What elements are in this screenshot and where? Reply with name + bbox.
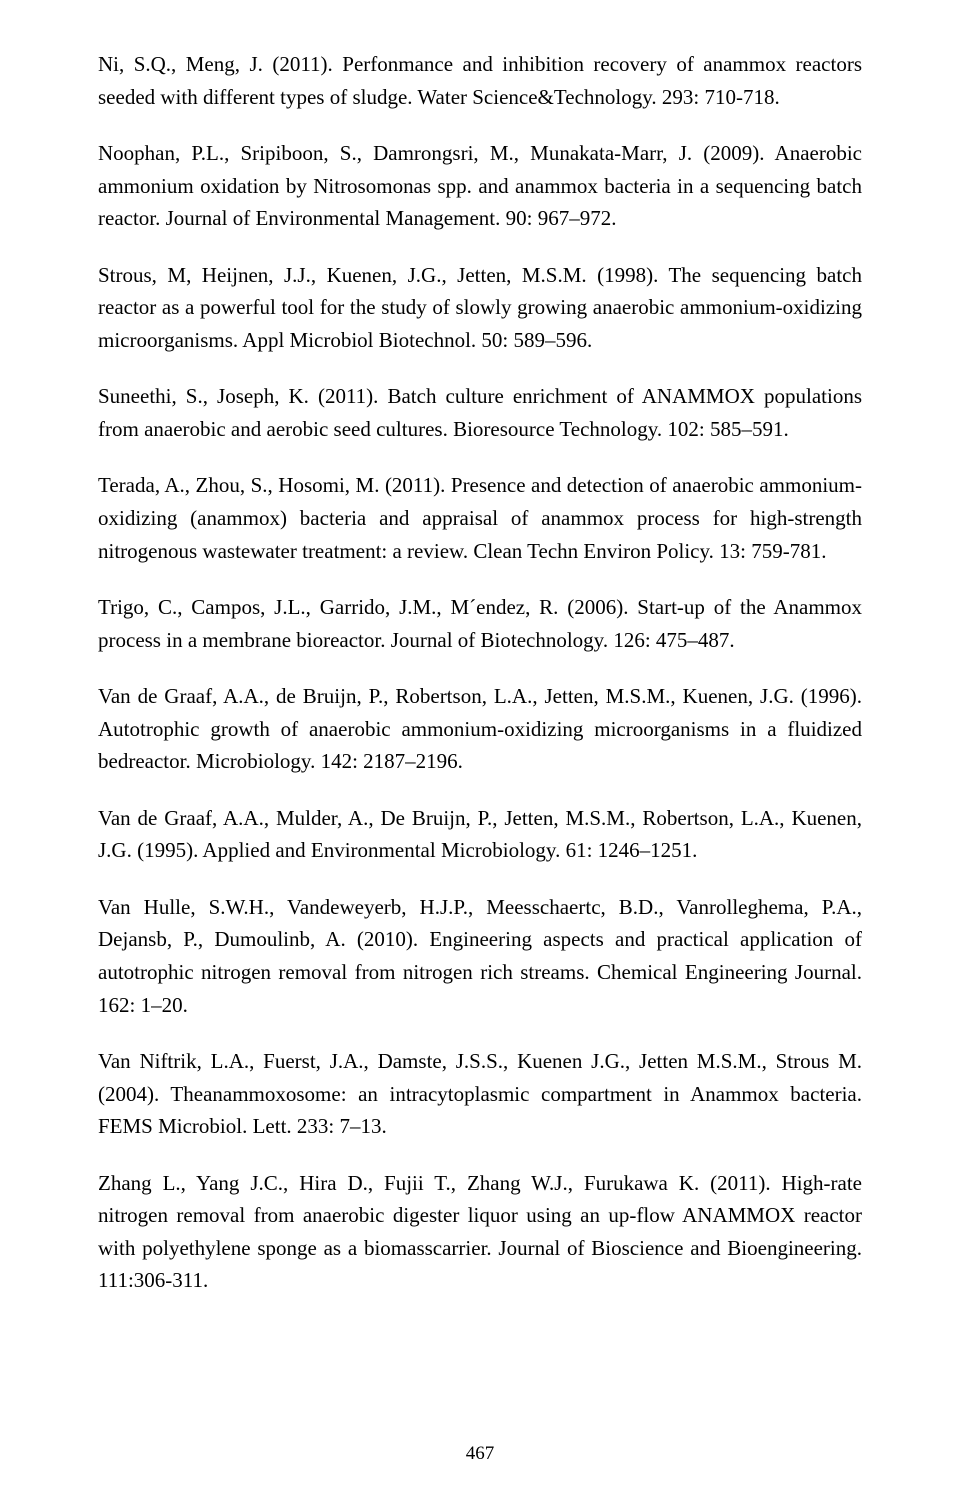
- reference-item: Van de Graaf, A.A., de Bruijn, P., Rober…: [98, 680, 862, 778]
- reference-item: Zhang L., Yang J.C., Hira D., Fujii T., …: [98, 1167, 862, 1297]
- reference-item: Strous, M, Heijnen, J.J., Kuenen, J.G., …: [98, 259, 862, 357]
- reference-item: Van Niftrik, L.A., Fuerst, J.A., Damste,…: [98, 1045, 862, 1143]
- reference-item: Trigo, C., Campos, J.L., Garrido, J.M., …: [98, 591, 862, 656]
- reference-item: Noophan, P.L., Sripiboon, S., Damrongsri…: [98, 137, 862, 235]
- reference-item: Ni, S.Q., Meng, J. (2011). Perfonmance a…: [98, 48, 862, 113]
- references-list: Ni, S.Q., Meng, J. (2011). Perfonmance a…: [98, 48, 862, 1297]
- reference-item: Van Hulle, S.W.H., Vandeweyerb, H.J.P., …: [98, 891, 862, 1021]
- page-number: 467: [0, 1443, 960, 1465]
- reference-item: Suneethi, S., Joseph, K. (2011). Batch c…: [98, 380, 862, 445]
- reference-item: Terada, A., Zhou, S., Hosomi, M. (2011).…: [98, 469, 862, 567]
- reference-item: Van de Graaf, A.A., Mulder, A., De Bruij…: [98, 802, 862, 867]
